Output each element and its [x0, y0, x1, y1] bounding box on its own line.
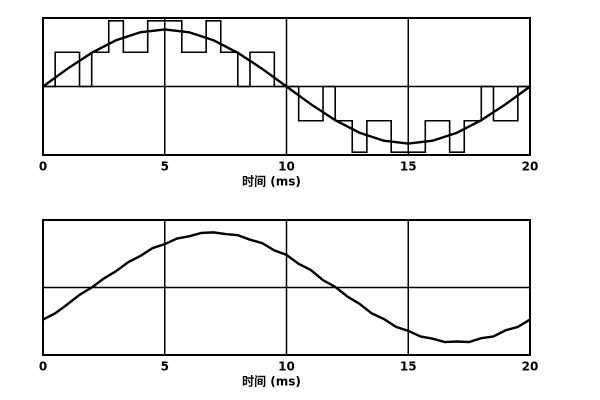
x-tick-label: 20 [522, 360, 539, 374]
x-axis-label: 时间 (ms) [242, 174, 301, 189]
x-tick-label: 0 [39, 160, 47, 174]
x-tick-label: 5 [161, 360, 169, 374]
series-line [42, 28, 531, 145]
x-tick-label: 15 [400, 360, 417, 374]
x-axis-label: 时间 (ms) [242, 374, 301, 389]
x-tick-label: 10 [278, 360, 295, 374]
x-tick-label: 5 [161, 160, 169, 174]
x-tick-label: 15 [400, 160, 417, 174]
x-tick-label: 20 [522, 160, 539, 174]
series-line [42, 231, 531, 344]
x-tick-label: 0 [39, 360, 47, 374]
x-tick-label: 10 [278, 160, 295, 174]
